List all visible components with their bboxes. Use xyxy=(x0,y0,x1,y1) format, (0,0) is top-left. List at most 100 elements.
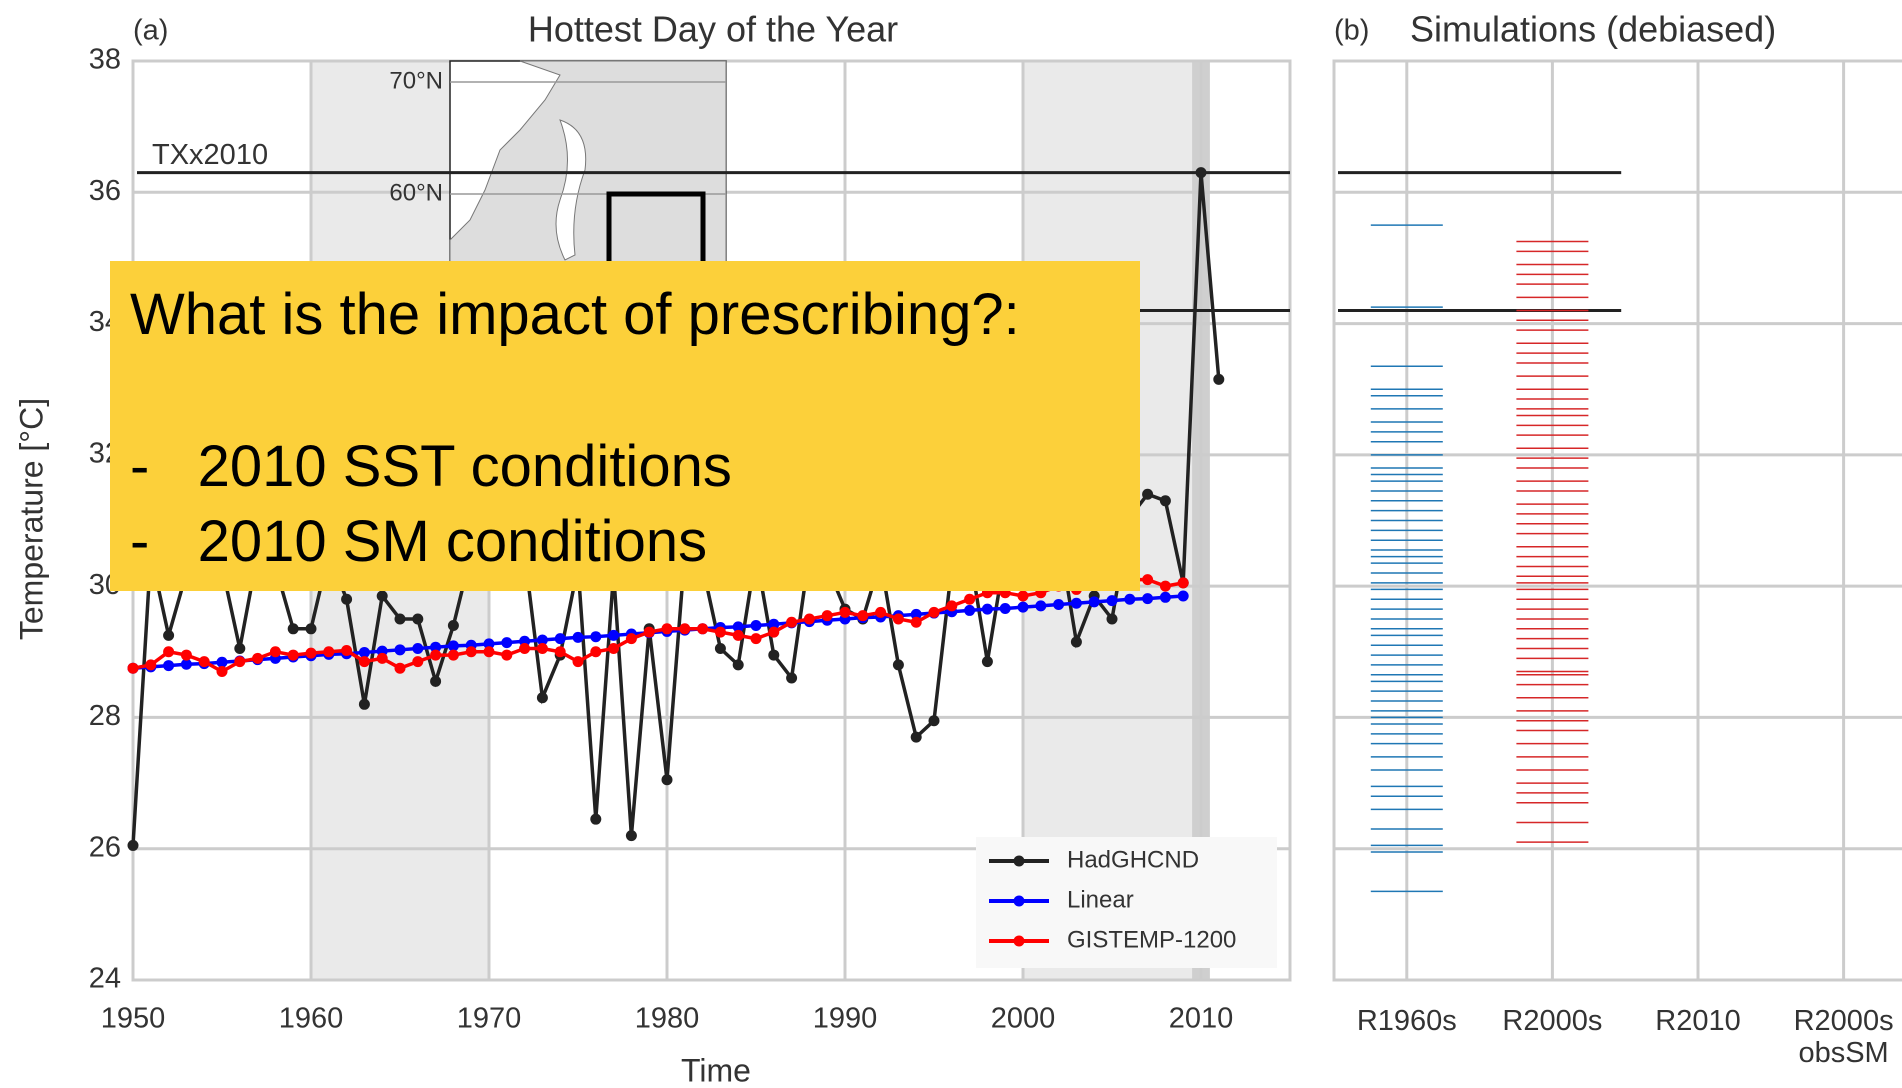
data-point xyxy=(519,643,531,655)
data-point xyxy=(910,608,922,620)
data-point xyxy=(216,665,228,677)
data-point xyxy=(590,813,602,825)
inset-label: 70°N xyxy=(389,67,443,94)
legend-swatch xyxy=(1013,935,1025,947)
callout: What is the impact of prescribing?: - 20… xyxy=(110,261,1140,591)
data-point xyxy=(750,633,762,645)
data-point xyxy=(180,658,192,670)
data-point xyxy=(590,631,602,643)
reference-label: TXx2010 xyxy=(152,139,268,171)
data-point xyxy=(483,646,495,658)
data-point xyxy=(608,643,620,655)
data-point xyxy=(1017,601,1029,613)
data-point xyxy=(892,659,904,671)
y-tick-label: 38 xyxy=(89,44,121,76)
data-point xyxy=(750,620,762,632)
data-point xyxy=(999,602,1011,614)
data-point xyxy=(1106,613,1118,625)
data-point xyxy=(910,616,922,628)
data-point xyxy=(1177,590,1189,602)
data-point xyxy=(1142,488,1154,500)
data-point xyxy=(430,641,442,653)
data-point xyxy=(394,644,406,656)
data-point xyxy=(1124,593,1136,605)
data-point xyxy=(875,606,887,618)
data-point xyxy=(394,662,406,674)
legend xyxy=(976,837,1277,968)
data-point xyxy=(857,610,869,622)
data-point xyxy=(163,629,175,641)
chart-title: Hottest Day of the Year xyxy=(528,9,898,50)
data-point xyxy=(714,626,726,638)
data-point xyxy=(145,659,157,671)
data-point xyxy=(501,637,513,649)
x-tick-label: R2000s xyxy=(1502,1005,1603,1037)
data-point xyxy=(376,652,388,664)
chart-title: Simulations (debiased) xyxy=(1410,9,1776,50)
data-point xyxy=(839,606,851,618)
panel-label: (a) xyxy=(133,15,168,47)
data-point xyxy=(697,623,709,635)
x-tick-label: 1970 xyxy=(457,1003,522,1035)
x-tick-label: 1990 xyxy=(813,1003,878,1035)
data-point xyxy=(679,623,691,635)
data-point xyxy=(981,656,993,668)
data-point xyxy=(412,656,424,668)
data-point xyxy=(661,774,673,786)
data-point xyxy=(643,626,655,638)
data-point xyxy=(536,634,548,646)
data-point xyxy=(714,643,726,655)
data-point xyxy=(910,731,922,743)
data-point xyxy=(803,613,815,625)
x-tick-label: R2010 xyxy=(1655,1005,1741,1037)
x-tick-label: 2000 xyxy=(991,1003,1056,1035)
data-point xyxy=(198,656,210,668)
data-point xyxy=(269,646,281,658)
data-point xyxy=(625,830,637,842)
data-point xyxy=(572,656,584,668)
data-point xyxy=(180,649,192,661)
data-point xyxy=(661,623,673,635)
data-point xyxy=(1106,595,1118,607)
y-tick-label: 24 xyxy=(89,963,121,995)
y-tick-label: 26 xyxy=(89,831,121,863)
data-point xyxy=(821,610,833,622)
data-point xyxy=(483,638,495,650)
data-point xyxy=(1017,590,1029,602)
data-point xyxy=(358,698,370,710)
data-point xyxy=(786,672,798,684)
data-point xyxy=(287,623,299,635)
x-tick-label: 1960 xyxy=(279,1003,344,1035)
data-point xyxy=(1070,597,1082,609)
x-axis-label: Time xyxy=(681,1052,751,1088)
data-point xyxy=(394,613,406,625)
data-point xyxy=(1177,577,1189,589)
data-point xyxy=(536,692,548,704)
data-point xyxy=(608,629,620,641)
data-point xyxy=(768,649,780,661)
data-point xyxy=(447,640,459,652)
y-axis-label: Temperature [°C] xyxy=(13,398,49,640)
data-point xyxy=(768,618,780,630)
data-point xyxy=(572,631,584,643)
data-point xyxy=(216,656,228,668)
plot-frame xyxy=(1332,59,1902,982)
data-point xyxy=(252,652,264,664)
data-point xyxy=(287,649,299,661)
data-point xyxy=(536,643,548,655)
y-tick-label: 36 xyxy=(89,175,121,207)
data-point xyxy=(127,662,139,674)
x-tick-label: 1950 xyxy=(101,1003,166,1035)
legend-label: GISTEMP-1200 xyxy=(1067,926,1236,953)
panel-label: (b) xyxy=(1334,15,1369,47)
data-point xyxy=(1088,596,1100,608)
data-point xyxy=(341,644,353,656)
data-point xyxy=(732,629,744,641)
data-point xyxy=(465,646,477,658)
data-point xyxy=(928,606,940,618)
data-point xyxy=(892,613,904,625)
data-point xyxy=(1142,593,1154,605)
data-point xyxy=(341,593,353,605)
x-tick-label: 1980 xyxy=(635,1003,700,1035)
